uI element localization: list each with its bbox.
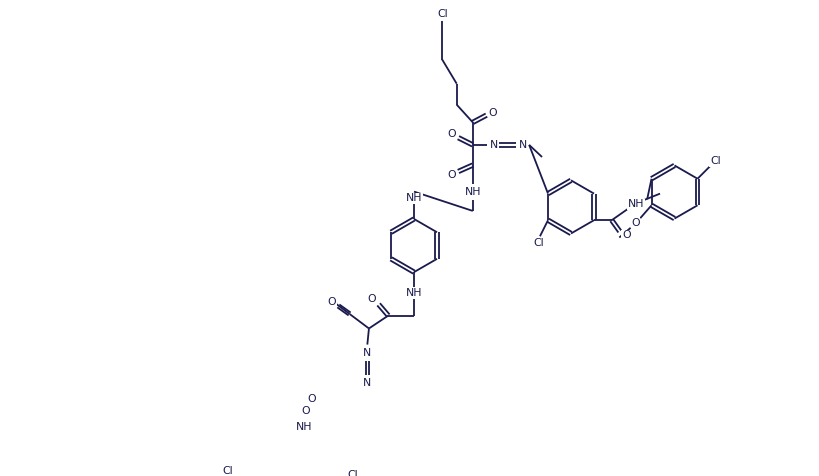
Text: Cl: Cl	[437, 9, 447, 19]
Text: Cl: Cl	[222, 466, 233, 476]
Text: Cl: Cl	[532, 238, 543, 248]
Text: Cl: Cl	[709, 156, 720, 166]
Text: NH: NH	[405, 288, 422, 298]
Text: O: O	[447, 170, 455, 180]
Text: N: N	[518, 140, 526, 150]
Text: O: O	[621, 230, 630, 240]
Text: O: O	[307, 394, 316, 404]
Text: N: N	[489, 140, 497, 150]
Text: O: O	[631, 218, 639, 228]
Text: N: N	[363, 347, 371, 357]
Text: O: O	[368, 295, 376, 305]
Text: N: N	[363, 378, 371, 388]
Text: Cl: Cl	[347, 470, 358, 476]
Text: O: O	[447, 129, 455, 139]
Text: O: O	[328, 297, 336, 307]
Text: NH: NH	[405, 193, 422, 203]
Text: O: O	[301, 406, 310, 416]
Text: NH: NH	[296, 422, 312, 432]
Text: NH: NH	[464, 187, 481, 197]
Text: O: O	[488, 108, 496, 118]
Text: NH: NH	[627, 199, 644, 209]
